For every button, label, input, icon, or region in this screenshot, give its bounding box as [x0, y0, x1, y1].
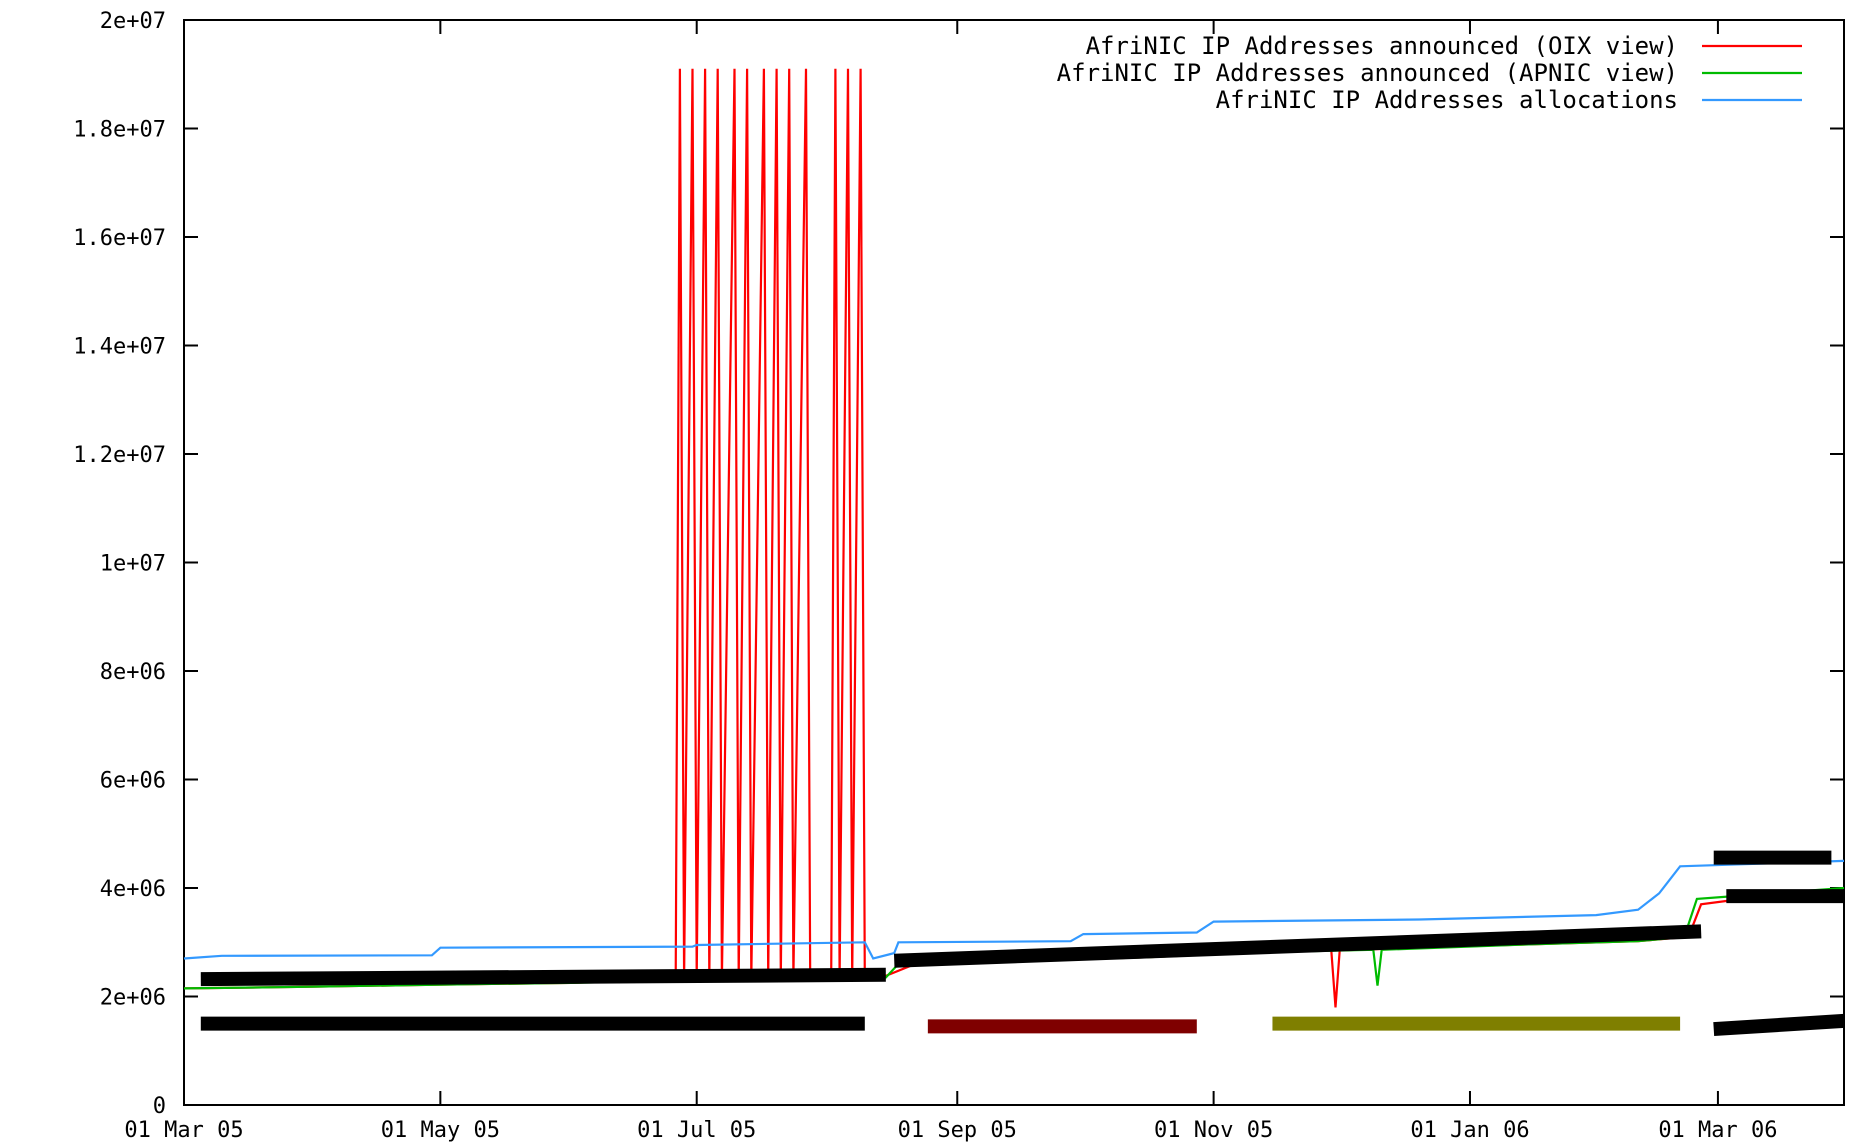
legend-label-2: AfriNIC IP Addresses allocations — [1216, 86, 1678, 114]
legend-label-0: AfriNIC IP Addresses announced (OIX view… — [1086, 32, 1678, 60]
x-tick-label: 01 Mar 06 — [1658, 1118, 1777, 1143]
x-tick-label: 01 May 05 — [381, 1118, 500, 1143]
y-axis: 0 2e+06 4e+06 6e+06 8e+06 1e+07 1.2e+07 1.4e+07… — [73, 9, 1844, 1119]
x-tick-label: 01 Nov 05 — [1154, 1118, 1273, 1143]
series-line-0 — [183, 68, 1845, 1008]
annotation-bar-0 — [200, 967, 886, 987]
annotation-bar-1 — [893, 924, 1702, 968]
x-tick-label: 01 Sep 05 — [898, 1118, 1017, 1143]
series-layer — [183, 68, 1845, 1008]
legend: AfriNIC IP Addresses announced (OIX view… — [1057, 32, 1802, 114]
x-axis: 01 Mar 05 01 May 05 01 Jul 05 01 Sep 05 01 N… — [124, 20, 1778, 1143]
series-line-2 — [183, 859, 1845, 960]
y-tick-label: 6e+06 — [100, 769, 166, 794]
y-tick-label: 2e+06 — [100, 986, 166, 1011]
y-tick-label: 0 — [153, 1094, 166, 1119]
y-tick-label: 1.6e+07 — [73, 226, 166, 251]
y-tick-label: 1e+07 — [100, 552, 166, 577]
legend-label-1: AfriNIC IP Addresses announced (APNIC vi… — [1057, 59, 1678, 87]
x-tick-label: 01 Mar 05 — [124, 1118, 243, 1143]
y-tick-label: 1.2e+07 — [73, 443, 166, 468]
y-tick-label: 2e+07 — [100, 9, 166, 34]
annotation-bar-7 — [1713, 1013, 1845, 1037]
x-tick-label: 01 Jul 05 — [637, 1118, 756, 1143]
y-tick-label: 1.4e+07 — [73, 335, 166, 360]
y-tick-label: 1.8e+07 — [73, 118, 166, 143]
overlay-layer — [200, 850, 1845, 1037]
x-tick-label: 01 Jan 06 — [1410, 1118, 1529, 1143]
y-tick-label: 8e+06 — [100, 660, 166, 685]
y-tick-label: 4e+06 — [100, 877, 166, 902]
